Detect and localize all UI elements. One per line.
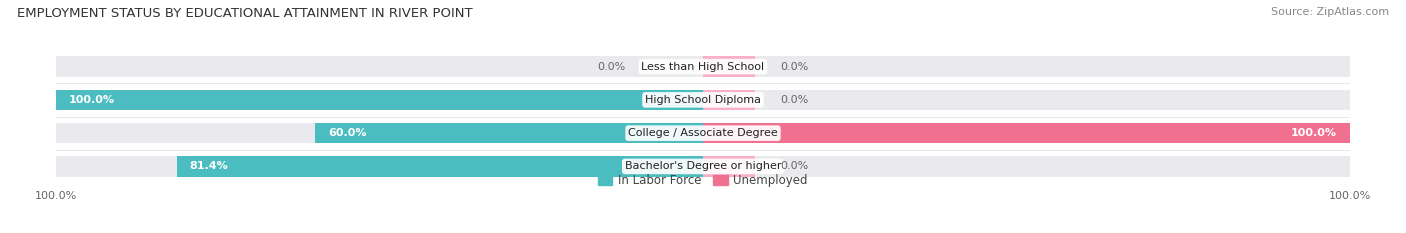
Text: Bachelor's Degree or higher: Bachelor's Degree or higher [624, 161, 782, 171]
Bar [315, 123, 703, 144]
Text: 100.0%: 100.0% [1291, 128, 1337, 138]
Text: Less than High School: Less than High School [641, 62, 765, 72]
Text: 0.0%: 0.0% [780, 95, 808, 105]
Text: Source: ZipAtlas.com: Source: ZipAtlas.com [1271, 7, 1389, 17]
Text: 81.4%: 81.4% [190, 161, 228, 171]
Bar [703, 89, 755, 110]
Text: 0.0%: 0.0% [780, 161, 808, 171]
Bar [56, 89, 703, 110]
Bar [703, 123, 1350, 144]
Bar [703, 56, 755, 77]
Legend: In Labor Force, Unemployed: In Labor Force, Unemployed [593, 169, 813, 192]
Text: High School Diploma: High School Diploma [645, 95, 761, 105]
Bar [56, 56, 1350, 77]
Bar [56, 123, 1350, 144]
Bar [177, 156, 703, 177]
Text: 0.0%: 0.0% [780, 62, 808, 72]
Bar [56, 89, 1350, 110]
Text: 60.0%: 60.0% [328, 128, 367, 138]
Bar [703, 156, 755, 177]
Text: College / Associate Degree: College / Associate Degree [628, 128, 778, 138]
Bar [56, 156, 1350, 177]
Text: EMPLOYMENT STATUS BY EDUCATIONAL ATTAINMENT IN RIVER POINT: EMPLOYMENT STATUS BY EDUCATIONAL ATTAINM… [17, 7, 472, 20]
Text: 0.0%: 0.0% [598, 62, 626, 72]
Text: 100.0%: 100.0% [69, 95, 115, 105]
